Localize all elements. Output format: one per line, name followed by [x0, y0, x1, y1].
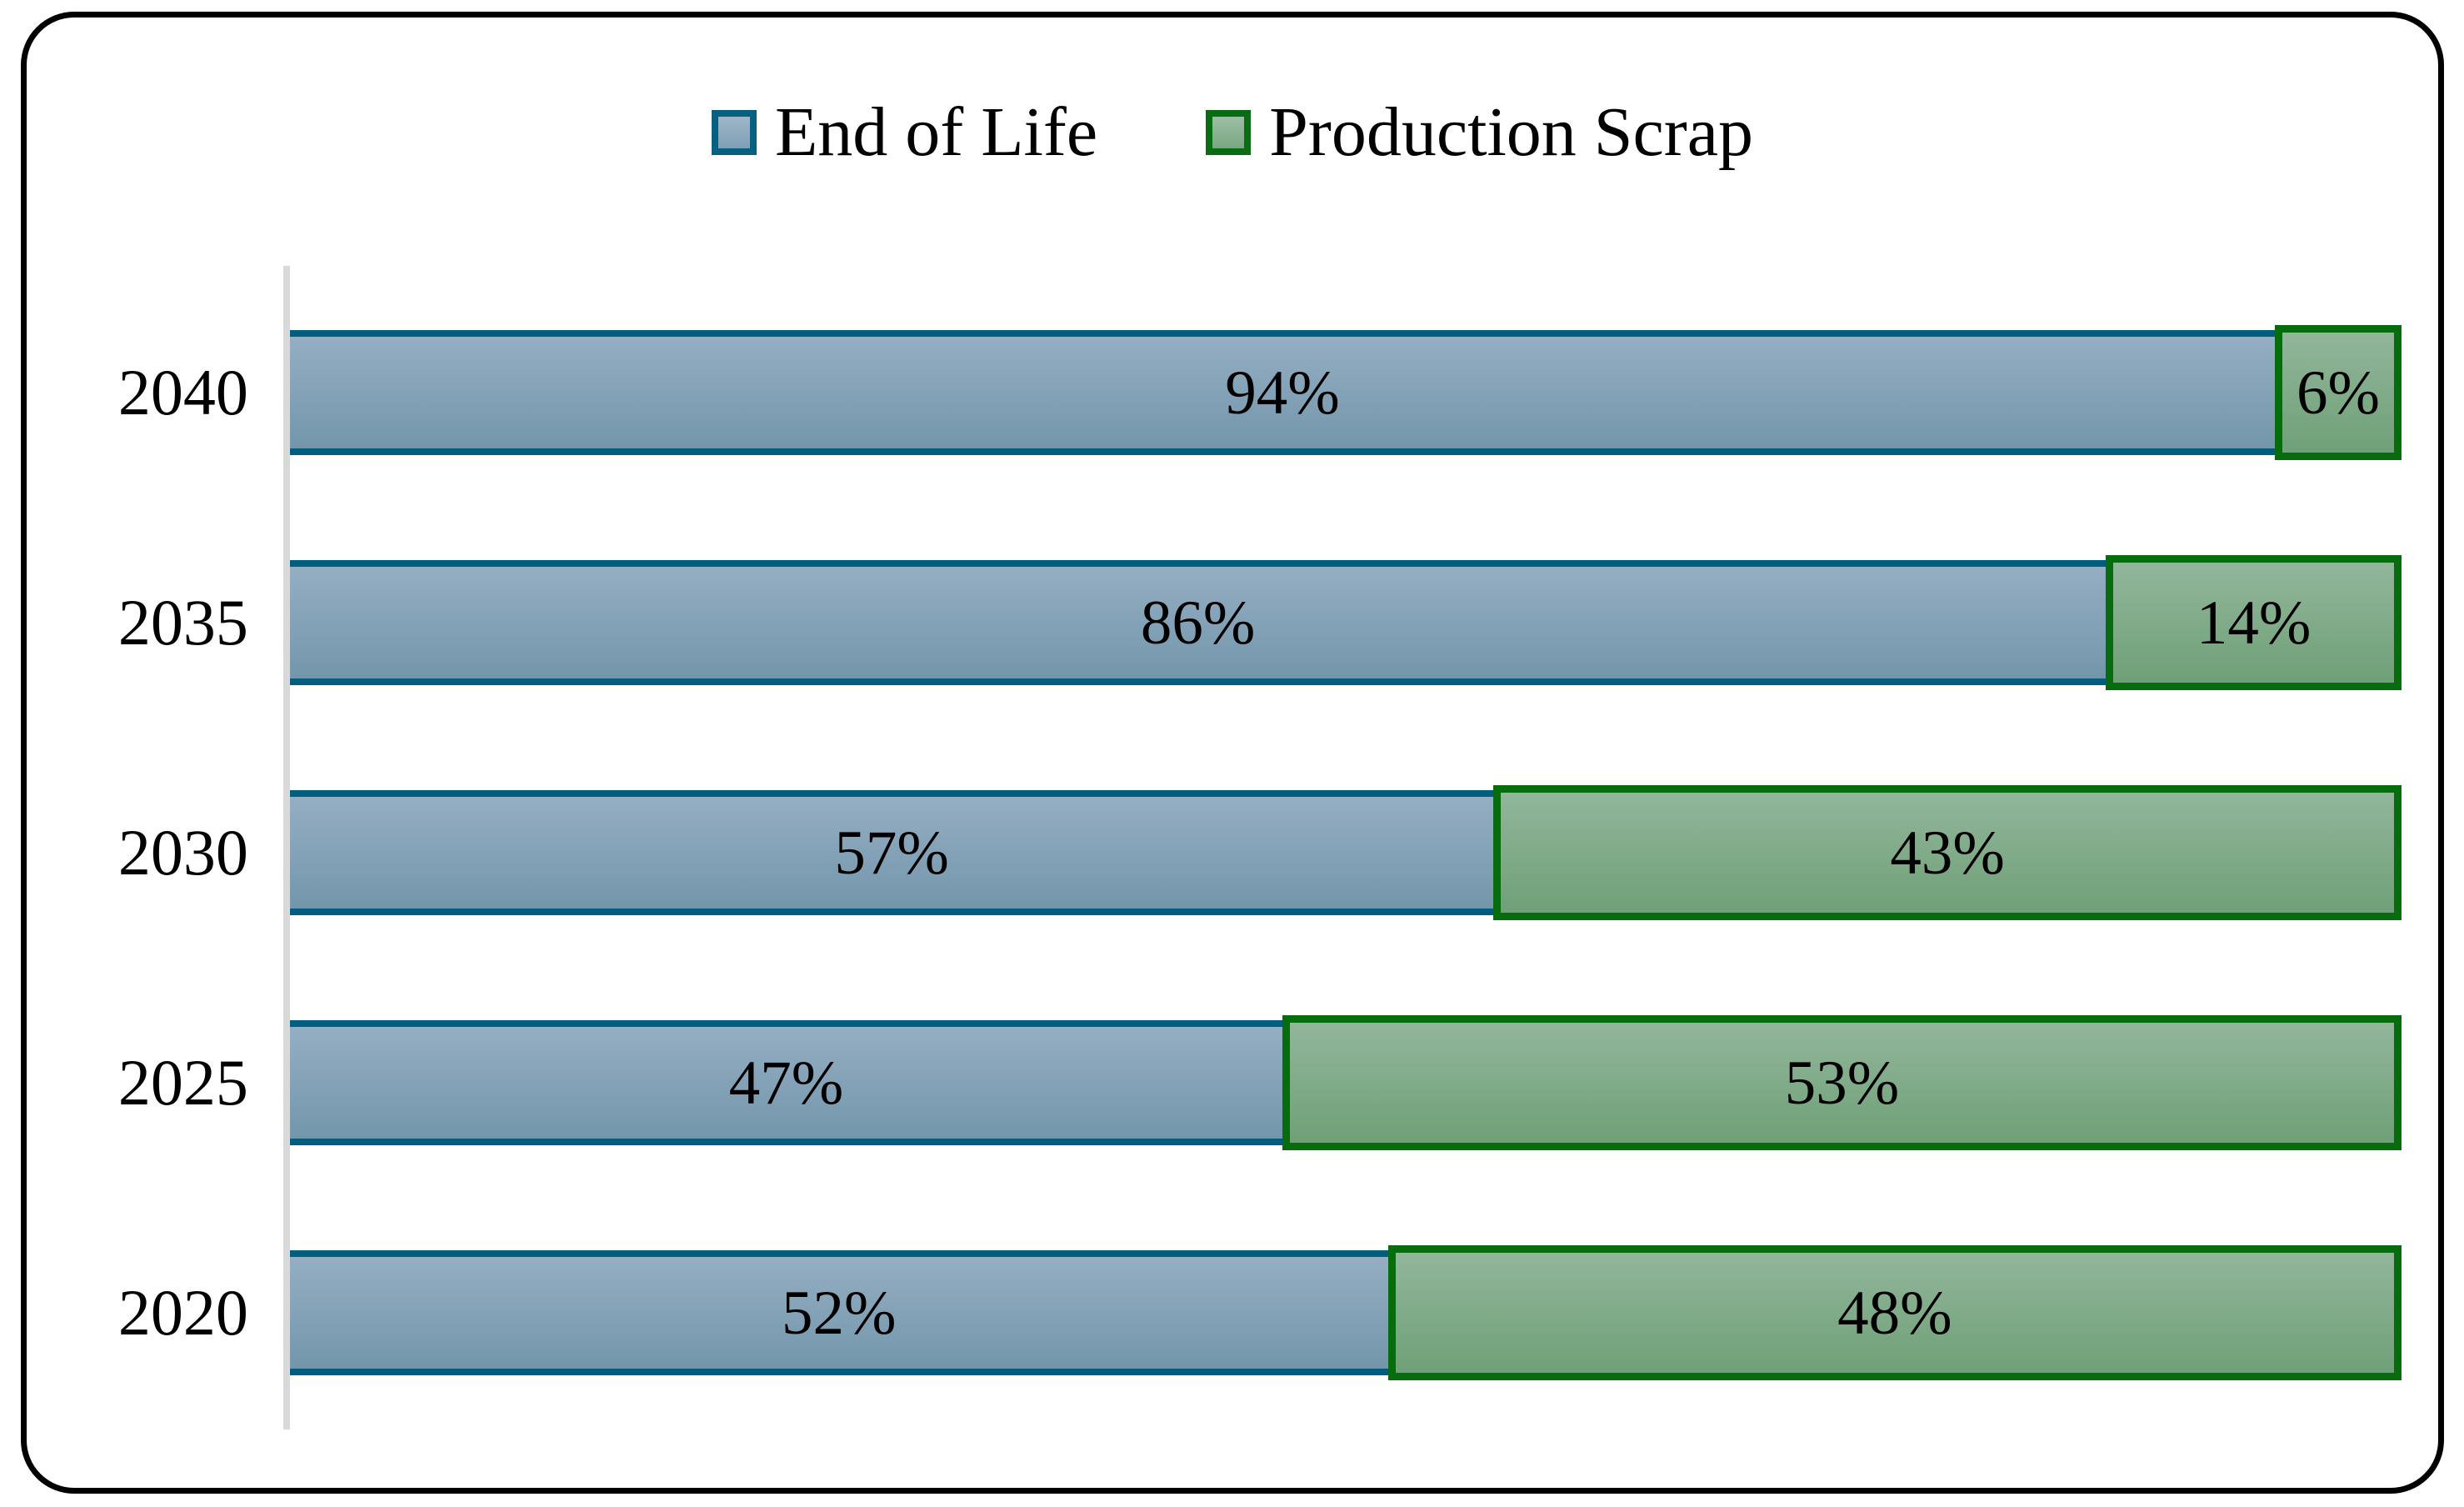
- bar-segment-production-scrap: 53%: [1282, 1015, 2402, 1150]
- bar-segment-production-scrap: 6%: [2274, 325, 2402, 460]
- plot-area: 2040 94% 6% 2035 86% 14% 2030 57% 43% 2025 47% 53% 2…: [75, 325, 2402, 1380]
- stacked-bar: 52% 48%: [289, 1245, 2402, 1380]
- bar-segment-end-of-life: 86%: [289, 560, 2107, 685]
- y-axis-label: 2020: [117, 1276, 248, 1349]
- legend-label: Production Scrap: [1269, 93, 1754, 171]
- bar-segment-production-scrap: 14%: [2106, 555, 2402, 690]
- data-label: 57%: [834, 818, 949, 888]
- stacked-bar: 57% 43%: [289, 785, 2402, 920]
- bar-segment-end-of-life: 52%: [289, 1250, 1388, 1375]
- bar-segment-end-of-life: 47%: [289, 1020, 1282, 1145]
- y-axis-line: [283, 266, 290, 1429]
- data-label: 53%: [1784, 1048, 1900, 1118]
- y-axis-label: 2035: [117, 586, 248, 658]
- bar-segment-end-of-life: 94%: [289, 330, 2275, 455]
- bar-row-2025: 2025 47% 53%: [75, 1015, 2402, 1150]
- y-axis-label: 2030: [117, 816, 248, 889]
- data-label: 48%: [1837, 1278, 1952, 1348]
- legend-swatch-icon: [711, 110, 757, 155]
- bar-row-2020: 2020 52% 48%: [75, 1245, 2402, 1380]
- data-label: 86%: [1140, 588, 1256, 658]
- legend-swatch-icon: [1206, 110, 1252, 155]
- y-axis-label: 2040: [117, 356, 248, 428]
- data-label: 6%: [2296, 358, 2380, 428]
- legend-item-1: Production Scrap: [1206, 98, 1753, 168]
- stacked-bar: 94% 6%: [289, 325, 2402, 460]
- data-label: 14%: [2196, 588, 2312, 658]
- bar-segment-production-scrap: 48%: [1387, 1245, 2402, 1380]
- data-label: 52%: [782, 1278, 897, 1348]
- legend-item-0: End of Life: [711, 93, 1098, 171]
- stacked-bar: 86% 14%: [289, 555, 2402, 690]
- bar-segment-end-of-life: 57%: [289, 790, 1494, 915]
- legend: End of Life Production Scrap: [27, 98, 2438, 168]
- data-label: 47%: [728, 1048, 844, 1118]
- stacked-bar: 47% 53%: [289, 1015, 2402, 1150]
- legend-label: End of Life: [774, 93, 1098, 171]
- bar-segment-production-scrap: 43%: [1493, 785, 2402, 920]
- bar-row-2030: 2030 57% 43%: [75, 785, 2402, 920]
- bar-row-2040: 2040 94% 6%: [75, 325, 2402, 460]
- data-label: 43%: [1890, 818, 2005, 888]
- chart-frame: End of Life Production Scrap 2040 94% 6% 203…: [21, 12, 2444, 1494]
- data-label: 94%: [1225, 358, 1340, 428]
- y-axis-label: 2025: [117, 1046, 248, 1119]
- bar-row-2035: 2035 86% 14%: [75, 555, 2402, 690]
